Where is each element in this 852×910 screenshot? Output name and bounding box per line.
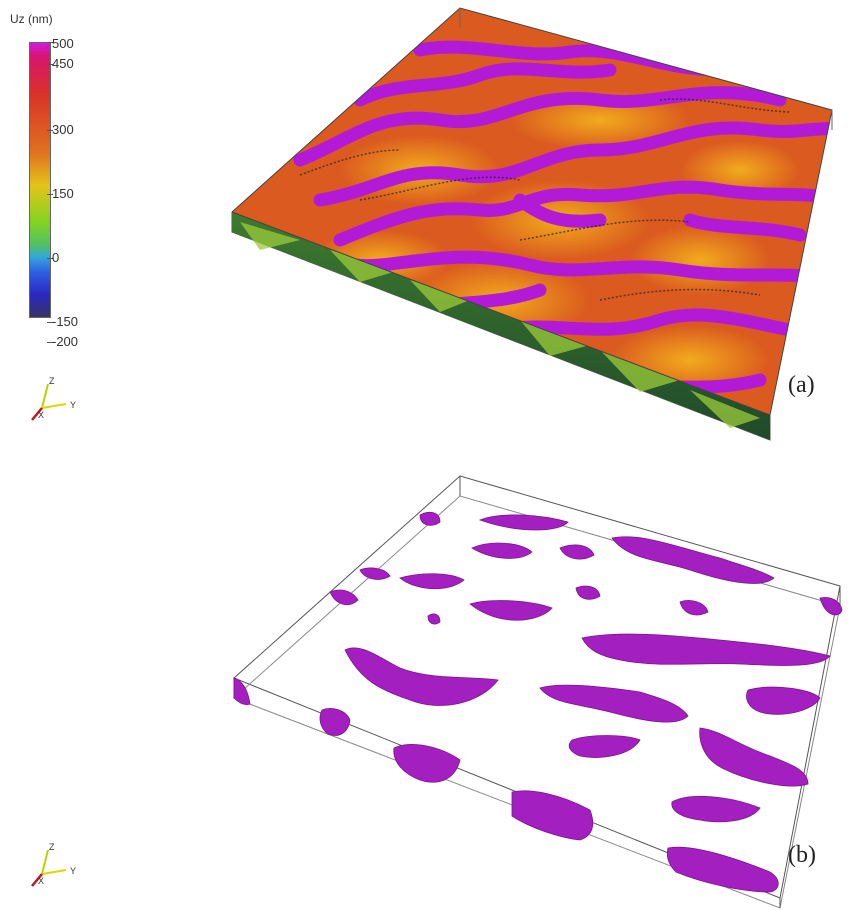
colorbar-tickmark [47,322,53,323]
colorbar-tick-300: 300 [52,122,74,137]
axes-triad-b: Z Y X [31,842,76,887]
colorbar-tickmark [47,64,53,65]
axis-z-label: Z [49,376,55,386]
colorbar-tickmark [47,194,53,195]
axis-x-label: X [38,876,44,886]
panel-a-slab [231,7,833,441]
colorbar-tick-500: 500 [52,36,74,51]
colorbar-tick-minus200: -200 [52,334,79,349]
panel-label-b: (b) [788,842,816,868]
axes-triad-a: Z Y X [31,376,76,421]
panel-label-a: (a) [788,372,815,398]
axis-y-label: Y [70,866,76,876]
colorbar-tick-150: 150 [52,186,74,201]
axis-y-label: Y [70,400,76,410]
colorbar-tick-0: 0 [52,250,60,265]
colorbar-title: Uz (nm) [10,12,53,26]
colorbar-tickmark [47,258,53,259]
panel-a-surface-pattern [243,40,832,397]
colorbar-tick-minus150: -150 [52,314,79,329]
panel-b-isosurfaces [233,511,843,893]
colorbar [29,42,51,318]
axis-x-label: X [38,410,44,420]
colorbar-tick-450: 450 [52,56,74,71]
colorbar-tickmark [47,42,53,43]
panel-a-side-speckle [240,222,760,428]
colorbar-tickmark [47,130,53,131]
axis-z-label: Z [49,842,55,852]
colorbar-tickmark [47,342,53,343]
